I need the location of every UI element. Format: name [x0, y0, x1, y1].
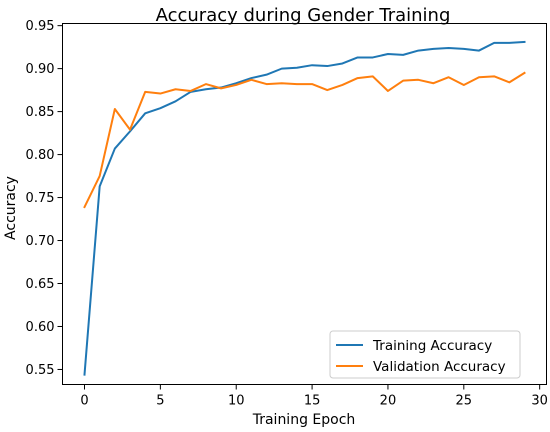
y-tick-label: 0.60: [26, 320, 55, 335]
y-tick-label: 0.80: [26, 148, 55, 163]
x-axis-label: Training Epoch: [252, 412, 356, 428]
x-tick-label: 20: [380, 394, 397, 409]
x-tick-label: 0: [80, 394, 88, 409]
plot-lines: [83, 40, 526, 376]
y-tick-label: 0.95: [26, 19, 55, 34]
y-tick-label: 0.55: [26, 363, 55, 378]
x-tick-label: 30: [531, 394, 548, 409]
training-accuracy-line: [83, 40, 526, 376]
y-tick-label: 0.90: [26, 62, 55, 77]
validation-accuracy-line: [83, 71, 526, 209]
x-tick-label: 10: [228, 394, 245, 409]
x-axis-ticks: 0 5 10 15 20 25 30: [80, 384, 548, 409]
chart-title: Accuracy during Gender Training: [156, 5, 451, 26]
plot-frame: [62, 23, 547, 385]
x-tick-label: 5: [156, 394, 164, 409]
y-tick-label: 0.85: [26, 105, 55, 120]
y-tick-label: 0.70: [26, 234, 55, 249]
y-axis-ticks: 0.55 0.60 0.65 0.70 0.75 0.80 0.85 0.90 0.95: [26, 19, 63, 378]
x-tick-label: 25: [456, 394, 473, 409]
legend-label-validation: Validation Accuracy: [373, 359, 506, 375]
legend-box: [329, 330, 521, 379]
y-axis-label: Accuracy: [3, 176, 19, 240]
legend: Training Accuracy Validation Accuracy: [329, 330, 521, 379]
x-tick-label: 15: [304, 394, 321, 409]
legend-label-training: Training Accuracy: [372, 338, 492, 354]
y-tick-label: 0.75: [26, 191, 55, 206]
y-tick-label: 0.65: [26, 277, 55, 292]
